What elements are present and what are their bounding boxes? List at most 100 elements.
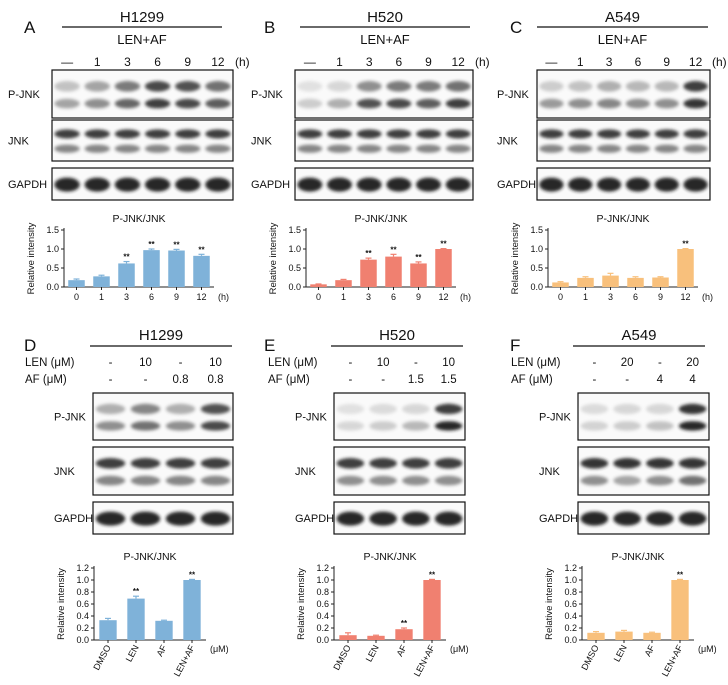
x-unit-label: (μM)	[698, 644, 717, 654]
lane-label: 6	[635, 55, 642, 69]
blot-strip-jnk	[577, 446, 710, 496]
x-tick-label: LEN	[364, 643, 381, 663]
blot-band	[416, 144, 441, 153]
y-tick-label: 0.8	[316, 587, 329, 597]
significance-mark: **	[682, 240, 689, 249]
cell-line-title: H520	[367, 9, 403, 26]
panel-letter: D	[24, 336, 36, 355]
blot-strip-jnk	[92, 446, 234, 496]
blot-band	[625, 129, 651, 139]
bar	[93, 276, 110, 287]
x-tick-label: 0	[316, 292, 321, 302]
blot-band	[539, 98, 564, 109]
blot-strip-jnk	[51, 119, 234, 162]
x-tick-label: DMSO	[91, 643, 113, 672]
blot-label: GAPDH	[54, 513, 93, 525]
bar-chart: P-JNK/JNK 0.0 0.2 0.4 0.6 0.8 1.0 1.2 Relative i…	[544, 551, 717, 678]
x-tick-label: 9	[658, 292, 663, 302]
x-tick-label: 0	[558, 292, 563, 302]
y-tick-label: 0.4	[564, 611, 577, 621]
blot-band	[568, 144, 593, 153]
blot-band	[205, 144, 231, 153]
blot-band	[613, 403, 641, 415]
blot-band	[205, 81, 231, 92]
lane-label: 6	[395, 55, 402, 69]
significance-mark: **	[440, 240, 447, 249]
blot-band	[568, 177, 593, 192]
blot-band	[678, 403, 707, 415]
blot-band	[200, 511, 231, 526]
blot-strip-jnk	[294, 119, 474, 162]
blot-band	[646, 421, 674, 431]
blot-band	[568, 129, 593, 139]
lane-label: 6	[154, 55, 161, 69]
blot-band	[580, 511, 609, 526]
blot-band	[539, 129, 564, 139]
condition-value: 10	[442, 357, 455, 369]
cell-line-title: H1299	[120, 9, 164, 26]
lane-label: 3	[124, 55, 131, 69]
blot-band	[596, 81, 622, 92]
blot-band	[402, 421, 430, 431]
blot-band	[613, 511, 641, 526]
blot-band	[434, 475, 463, 486]
blot-band	[596, 129, 622, 139]
x-unit-label: (μM)	[210, 644, 229, 654]
y-tick-label: 0.6	[316, 599, 329, 609]
significance-mark: **	[198, 245, 205, 254]
blot-strip-gapdh	[333, 501, 466, 535]
blot-band	[144, 98, 171, 109]
blot-band	[114, 177, 141, 192]
x-unit-label: (h)	[702, 292, 713, 302]
x-tick-label: LEN+AF	[660, 643, 685, 678]
chart-title: P-JNK/JNK	[596, 213, 649, 225]
condition-value: 1.5	[408, 374, 424, 386]
significance-mark: **	[677, 570, 684, 579]
y-tick-label: 1.0	[288, 244, 301, 254]
blot-band	[416, 81, 441, 92]
blot-label: JNK	[295, 466, 316, 478]
blot-band	[336, 421, 365, 431]
panel-letter: C	[510, 18, 522, 37]
y-tick-label: 0.0	[46, 282, 59, 292]
y-tick-label: 0.4	[316, 611, 329, 621]
y-tick-label: 0.2	[316, 623, 329, 633]
blot-band	[416, 129, 441, 139]
blot-band	[144, 81, 171, 92]
blot-band	[130, 511, 161, 526]
bar	[602, 275, 619, 287]
blot-band	[114, 81, 141, 92]
condition-value: -	[414, 357, 418, 369]
treatment-label: LEN+AF	[598, 32, 648, 47]
condition-label: AF (μM)	[25, 374, 67, 386]
condition-value: 10	[377, 357, 390, 369]
lane-label: 9	[425, 55, 432, 69]
x-tick-label: AF	[155, 643, 169, 658]
blot-strip-gapdh	[294, 167, 474, 201]
condition-value: -	[109, 374, 113, 386]
blot-band	[625, 177, 651, 192]
blot-band	[646, 511, 674, 526]
condition-value: -	[144, 374, 148, 386]
x-tick-label: LEN+AF	[172, 643, 197, 678]
x-tick-label: 12	[680, 292, 690, 302]
blot-band	[84, 144, 110, 153]
condition-value: 20	[621, 357, 634, 369]
significance-mark: **	[429, 570, 436, 579]
blot-band	[144, 177, 171, 192]
blot-band	[402, 511, 430, 526]
blot-band	[646, 475, 674, 486]
bar	[193, 255, 210, 287]
blot-band	[416, 177, 441, 192]
blot-label: JNK	[54, 466, 75, 478]
blot-band	[327, 129, 352, 139]
condition-label: LEN (μM)	[268, 357, 318, 369]
blot-band	[84, 81, 110, 92]
y-tick-label: 0.8	[564, 587, 577, 597]
blot-band	[205, 98, 231, 109]
bar-chart: P-JNK/JNK 0.0 0.5 1.0 1.5 Relative intensity 0…	[26, 213, 229, 302]
x-tick-label: 1	[99, 292, 104, 302]
blot-frame	[333, 392, 466, 441]
blot-band	[54, 144, 80, 153]
